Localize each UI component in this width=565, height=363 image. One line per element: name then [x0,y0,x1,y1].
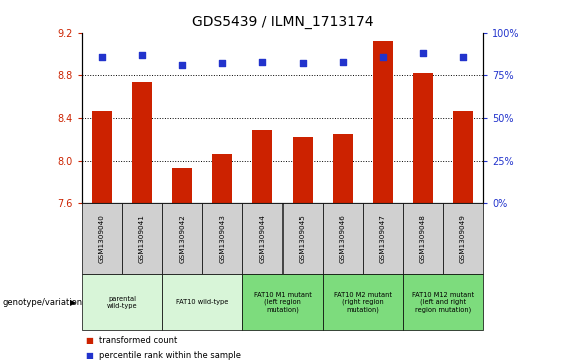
Bar [413,73,433,203]
Title: GDS5439 / ILMN_1713174: GDS5439 / ILMN_1713174 [192,15,373,29]
Text: FAT10 wild-type: FAT10 wild-type [176,299,228,305]
Text: GSM1309043: GSM1309043 [219,214,225,263]
Text: GSM1309045: GSM1309045 [299,214,306,263]
Text: parental
wild-type: parental wild-type [107,296,137,309]
Bar [453,110,473,203]
Bar [172,168,192,203]
Bar [293,137,312,203]
Bar [92,110,112,203]
Text: GSM1309049: GSM1309049 [460,214,466,263]
Text: GSM1309048: GSM1309048 [420,214,426,263]
Text: FAT10 M1 mutant
(left region
mutation): FAT10 M1 mutant (left region mutation) [254,292,311,313]
Bar [253,130,272,203]
Point [138,52,147,58]
Bar [132,82,152,203]
Point [459,54,468,60]
Text: ■: ■ [85,336,93,345]
Bar [212,154,232,203]
Point [418,50,428,56]
Text: transformed count: transformed count [99,336,177,345]
Text: GSM1309044: GSM1309044 [259,214,266,263]
Point [177,62,186,68]
Text: GSM1309047: GSM1309047 [380,214,386,263]
Point [379,54,388,60]
Text: GSM1309046: GSM1309046 [340,214,346,263]
Bar [333,134,353,203]
Text: percentile rank within the sample: percentile rank within the sample [99,351,241,359]
Point [338,59,347,65]
Bar [373,41,393,203]
Text: genotype/variation: genotype/variation [3,298,83,307]
Text: GSM1309042: GSM1309042 [179,214,185,263]
Text: GSM1309040: GSM1309040 [99,214,105,263]
Text: FAT10 M12 mutant
(left and right
region mutation): FAT10 M12 mutant (left and right region … [412,292,474,313]
Text: FAT10 M2 mutant
(right region
mutation): FAT10 M2 mutant (right region mutation) [334,292,392,313]
Point [298,61,307,66]
Text: ■: ■ [85,351,93,359]
Point [97,54,106,60]
Text: ▶: ▶ [69,298,76,307]
Text: GSM1309041: GSM1309041 [139,214,145,263]
Point [258,59,267,65]
Point [218,61,227,66]
